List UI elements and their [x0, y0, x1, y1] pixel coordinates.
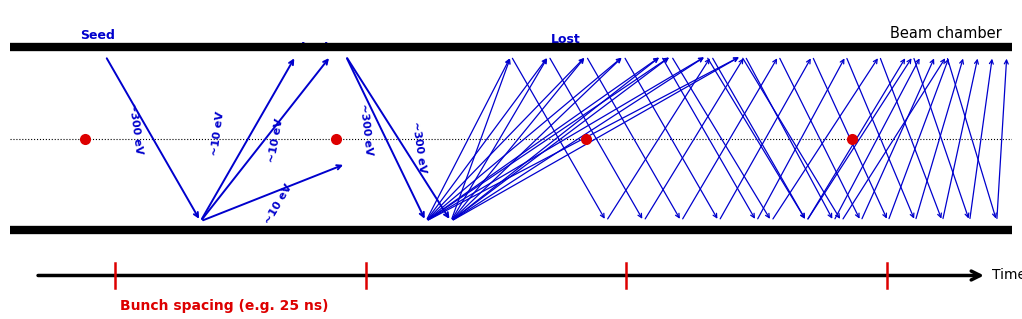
Text: ~300 eV: ~300 eV	[358, 103, 374, 156]
Text: Bunch spacing (e.g. 25 ns): Bunch spacing (e.g. 25 ns)	[121, 299, 329, 313]
Text: ~10 eV: ~10 eV	[267, 118, 284, 164]
Text: Time: Time	[991, 269, 1022, 283]
Text: Lost: Lost	[300, 41, 330, 54]
Text: ~10 eV: ~10 eV	[263, 182, 293, 226]
Text: Lost: Lost	[551, 33, 580, 46]
Text: ~300 eV: ~300 eV	[127, 102, 143, 155]
Text: ~300 eV: ~300 eV	[410, 121, 427, 174]
Text: ~10 eV: ~10 eV	[211, 111, 226, 157]
Text: Beam chamber: Beam chamber	[890, 26, 1002, 41]
Text: Seed: Seed	[81, 29, 115, 42]
